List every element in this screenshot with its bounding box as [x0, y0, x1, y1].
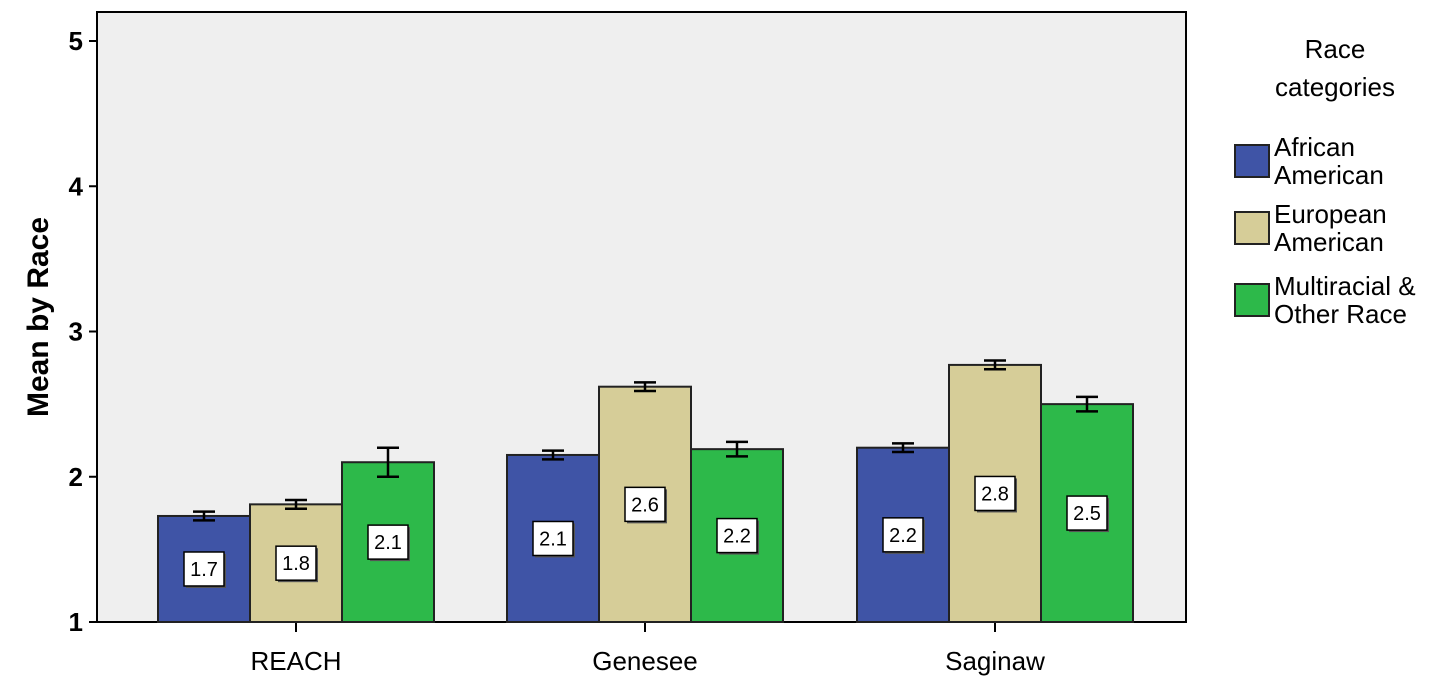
x-category-label: REACH [250, 646, 341, 676]
value-label: 2.8 [981, 483, 1009, 505]
legend-swatch [1234, 211, 1270, 245]
value-label-box [532, 520, 574, 557]
legend: RacecategoriesAfricanAmericanEuropeanAme… [1234, 34, 1416, 329]
legend-entry-label: European [1274, 199, 1387, 229]
y-tick-label: 2 [69, 462, 83, 492]
legend-swatch [1234, 144, 1270, 178]
legend-entry-label: Multiracial & [1274, 271, 1416, 301]
value-label-box [974, 475, 1016, 512]
value-label-box [183, 551, 225, 587]
legend-entry-label: Other Race [1274, 299, 1407, 329]
legend-title: Race [1305, 34, 1366, 64]
legend-entry-label: African [1274, 132, 1355, 162]
legend-title: categories [1275, 72, 1395, 102]
legend-entry-label: American [1274, 227, 1384, 257]
value-label-box [1066, 495, 1108, 531]
value-label: 2.1 [374, 532, 402, 554]
x-category-label: Saginaw [945, 646, 1045, 676]
bars: 1.7 1.8 2.1 2.1 2.6 2.2 2.2 2.8 2.5 [157, 359, 1134, 624]
y-tick-label: 3 [69, 317, 83, 347]
x-axis: REACH Genesee Saginaw [250, 622, 1045, 676]
y-axis: 1 2 3 4 5 [69, 26, 97, 637]
value-label: 2.5 [1073, 503, 1101, 525]
y-tick-label: 1 [69, 607, 83, 637]
value-label-box [716, 517, 758, 554]
x-category-label: Genesee [592, 646, 698, 676]
value-label: 2.2 [723, 526, 751, 548]
legend-swatch [1234, 283, 1270, 317]
legend-entry-label: American [1274, 160, 1384, 190]
value-label: 2.1 [539, 528, 567, 550]
y-axis-label: Mean by Race [22, 217, 55, 417]
value-label-box [882, 517, 924, 553]
value-label: 2.2 [889, 525, 917, 547]
value-label: 1.8 [282, 553, 310, 575]
value-label: 1.7 [190, 559, 218, 581]
y-tick-label: 4 [69, 171, 84, 201]
value-label: 2.6 [631, 494, 659, 516]
y-tick-label: 5 [69, 26, 83, 56]
value-label-box [275, 545, 317, 581]
value-label-box [624, 486, 666, 523]
value-label-box [367, 524, 409, 560]
